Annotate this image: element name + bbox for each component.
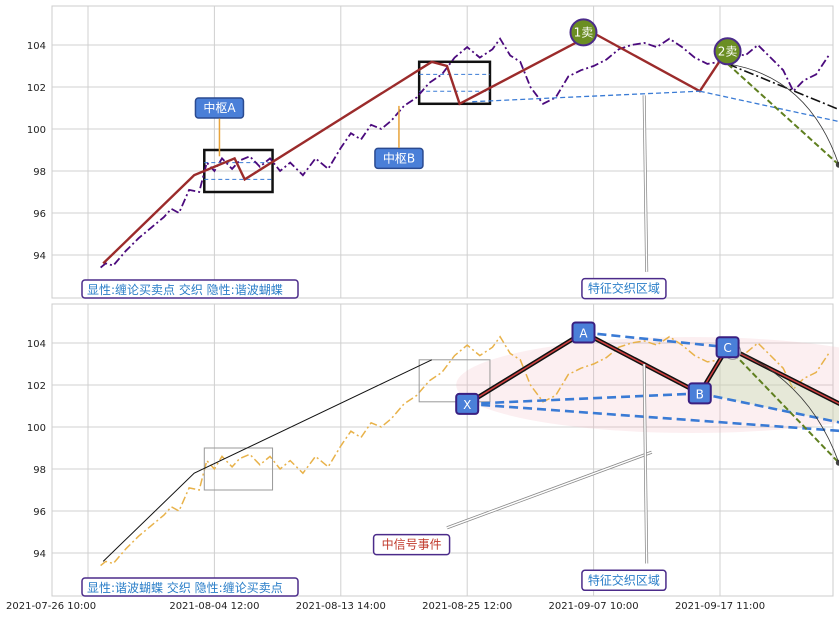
lower-region-label-box <box>581 569 667 592</box>
point-X: X <box>463 398 471 412</box>
lower-region-label: 特征交织区域 <box>588 572 660 587</box>
point-C: C <box>723 341 731 355</box>
point-B: B <box>696 387 704 401</box>
sell-point-2-circle <box>713 37 742 66</box>
y-tick-label: 96 <box>33 507 46 518</box>
signal-label: 中信号事件 <box>382 537 442 552</box>
y-tick-label: 102 <box>27 83 46 94</box>
point-A: A <box>579 327 588 341</box>
harmonic-dash-XB <box>467 392 700 406</box>
zs-b-label: 中枢B <box>383 150 415 165</box>
fan-arc <box>727 63 839 165</box>
signal-arrow-inner <box>446 451 653 529</box>
x-tick-label: 2021-07-26 10:00 <box>6 601 96 612</box>
upper-region-arrow-inner <box>643 95 648 272</box>
sell-point-1-circle <box>569 18 598 47</box>
x-tick-label: 2021-09-07 10:00 <box>549 601 639 612</box>
ghost-zs-b <box>418 359 491 403</box>
upper-legend-box <box>81 279 299 299</box>
harmonic-leg1 <box>726 63 839 166</box>
bd-dashed <box>699 90 839 123</box>
upper-panel-frame <box>51 5 834 299</box>
y-tick-label: 104 <box>27 339 46 350</box>
zs-a-label-box <box>194 97 245 119</box>
y-tick-label: 100 <box>27 423 46 434</box>
point-X-box <box>455 392 480 415</box>
y-tick-label: 94 <box>33 251 46 262</box>
upper-y-ticks: 94 96 98 100 102 104 <box>27 41 46 262</box>
y-tick-label: 94 <box>33 549 46 560</box>
zs-a-label: 中枢A <box>203 100 236 115</box>
point-B-box <box>687 382 712 405</box>
sell-point-2: 2卖 <box>718 44 738 58</box>
harmonic-dash-BD <box>699 392 839 424</box>
y-tick-label: 98 <box>33 465 46 476</box>
lower-legend-box <box>81 577 299 597</box>
ghost-bi-line <box>102 359 433 562</box>
x-tick-label: 2021-08-04 12:00 <box>169 601 259 612</box>
harmonic-dash-XD <box>467 402 839 433</box>
upper-gridlines <box>52 6 833 298</box>
zs-b-box <box>417 60 492 106</box>
signal-box <box>372 533 451 556</box>
upper-series: 1卖2卖3卖中枢A中枢B特征交织区域显性:缠论买卖点 交织 隐性:谐波蝴蝶 <box>81 18 839 300</box>
price-line <box>100 37 830 269</box>
ghost-zs-a <box>203 447 274 491</box>
y-tick-label: 98 <box>33 167 46 178</box>
y-tick-label: 96 <box>33 209 46 220</box>
upper-region-label-box <box>581 277 667 300</box>
x-tick-label: 2021-08-13 14:00 <box>296 601 386 612</box>
bcd-fill <box>699 347 839 423</box>
y-tick-label: 102 <box>27 381 46 392</box>
y-tick-label: 100 <box>27 125 46 136</box>
lower-region-arrow-inner <box>643 363 648 564</box>
lower-y-ticks: 94 96 98 100 102 104 <box>27 339 46 560</box>
x-tick-label: 2021-09-17 11:00 <box>675 601 765 612</box>
y-tick-label: 104 <box>27 41 46 52</box>
sell2-fan <box>727 63 839 111</box>
x-tick-label: 2021-08-25 12:00 <box>422 601 512 612</box>
x-axis-ticks: 2021-07-26 10:00 2021-08-04 12:00 2021-08-… <box>6 601 765 612</box>
upper-region-label: 特征交织区域 <box>588 281 660 296</box>
point-C-box <box>715 336 740 359</box>
zs-b-label-box <box>374 147 424 170</box>
lower-fan-arc <box>727 346 839 463</box>
bi-line <box>102 33 729 265</box>
upper-legend: 显性:缠论买卖点 交织 隐性:谐波蝴蝶 <box>87 282 283 297</box>
lower-series: 3S3SXABCD中信号事件特征交织区域显性:谐波蝴蝶 交织 隐性:缠论买卖点 <box>81 321 839 597</box>
lower-gridlines <box>52 304 833 596</box>
harmonic-dash-AC <box>583 331 728 349</box>
lower-legend: 显性:谐波蝴蝶 交织 隐性:缠论买卖点 <box>87 580 283 595</box>
point-A-box <box>571 321 596 344</box>
xb-dashed <box>472 90 700 103</box>
ghost-price-line <box>100 335 830 567</box>
sell-point-1: 1卖 <box>574 25 594 39</box>
